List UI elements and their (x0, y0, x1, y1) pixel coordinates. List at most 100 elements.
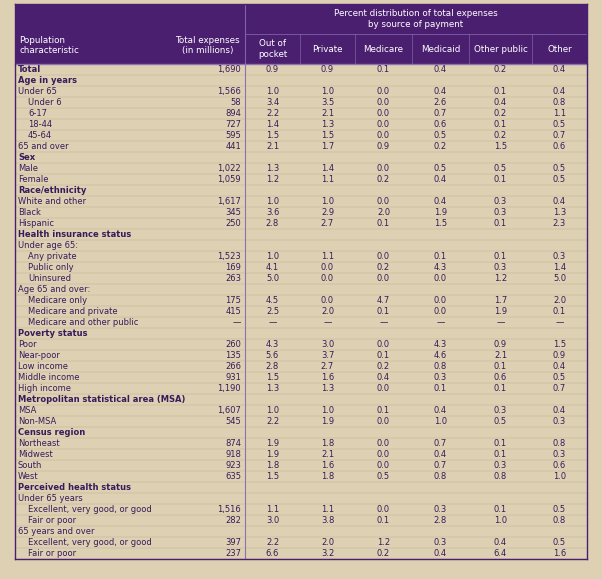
Text: 931: 931 (225, 373, 241, 382)
Text: 2.2: 2.2 (266, 417, 279, 426)
Text: Male: Male (18, 164, 38, 173)
Text: Percent distribution of total expenses
by source of payment: Percent distribution of total expenses b… (334, 9, 498, 29)
Text: 0.1: 0.1 (377, 307, 390, 316)
Text: Medicare: Medicare (364, 45, 403, 53)
Bar (15, 295, 587, 306)
Text: 0.6: 0.6 (494, 373, 507, 382)
Text: Hispanic: Hispanic (18, 219, 54, 228)
Text: 0.8: 0.8 (434, 472, 447, 481)
Text: Excellent, very good, or good: Excellent, very good, or good (28, 505, 152, 514)
Text: 0.5: 0.5 (494, 164, 507, 173)
Bar (15, 97, 587, 108)
Text: 0.2: 0.2 (494, 65, 507, 74)
Text: 0.1: 0.1 (494, 505, 507, 514)
Bar (15, 394, 587, 405)
Text: 2.0: 2.0 (321, 538, 334, 547)
Text: 1.6: 1.6 (553, 549, 566, 558)
Text: 2.7: 2.7 (321, 219, 334, 228)
Text: 0.4: 0.4 (553, 65, 566, 74)
Bar (15, 361, 587, 372)
Text: 2.1: 2.1 (321, 109, 334, 118)
Text: 0.0: 0.0 (377, 120, 390, 129)
Text: Metropolitan statistical area (MSA): Metropolitan statistical area (MSA) (18, 395, 185, 404)
Text: 6.4: 6.4 (494, 549, 507, 558)
Text: 263: 263 (225, 274, 241, 283)
Text: 4.1: 4.1 (266, 263, 279, 272)
Bar (15, 306, 587, 317)
Text: 1.1: 1.1 (266, 505, 279, 514)
Text: 1.4: 1.4 (266, 120, 279, 129)
Text: Black: Black (18, 208, 41, 217)
Text: 65 years and over: 65 years and over (18, 527, 95, 536)
Text: 1,022: 1,022 (217, 164, 241, 173)
Bar (15, 328, 587, 339)
Text: 1.1: 1.1 (321, 252, 334, 261)
Text: Medicare only: Medicare only (28, 296, 87, 305)
Text: Perceived health status: Perceived health status (18, 483, 131, 492)
Text: 0.1: 0.1 (434, 384, 447, 393)
Text: 1.8: 1.8 (266, 461, 279, 470)
Text: —: — (555, 318, 563, 327)
Text: 0.2: 0.2 (434, 142, 447, 151)
Text: 0.5: 0.5 (434, 164, 447, 173)
Text: Fair or poor: Fair or poor (28, 516, 76, 525)
Text: 0.5: 0.5 (553, 538, 566, 547)
Bar (15, 339, 587, 350)
Text: 0.1: 0.1 (377, 351, 390, 360)
Text: 0.5: 0.5 (434, 131, 447, 140)
Text: 0.0: 0.0 (377, 197, 390, 206)
Text: 0.6: 0.6 (553, 142, 566, 151)
Text: 1.2: 1.2 (494, 274, 507, 283)
Text: 0.5: 0.5 (553, 164, 566, 173)
Text: 0.2: 0.2 (377, 549, 390, 558)
Text: 2.2: 2.2 (266, 109, 279, 118)
Text: 0.8: 0.8 (434, 362, 447, 371)
Text: Female: Female (18, 175, 49, 184)
Text: Private: Private (312, 45, 343, 53)
Text: 1,059: 1,059 (217, 175, 241, 184)
Text: 0.3: 0.3 (434, 538, 447, 547)
Text: 0.0: 0.0 (434, 296, 447, 305)
Text: 0.3: 0.3 (494, 461, 507, 470)
Text: 0.0: 0.0 (377, 417, 390, 426)
Text: 0.0: 0.0 (377, 505, 390, 514)
Text: 0.7: 0.7 (434, 439, 447, 448)
Text: 1.0: 1.0 (266, 197, 279, 206)
Text: 0.8: 0.8 (553, 98, 566, 107)
Text: Midwest: Midwest (18, 450, 53, 459)
Text: 545: 545 (225, 417, 241, 426)
Text: 0.0: 0.0 (377, 274, 390, 283)
Text: 0.5: 0.5 (553, 175, 566, 184)
Text: 1.7: 1.7 (494, 296, 507, 305)
Text: 5.0: 5.0 (266, 274, 279, 283)
Text: 0.4: 0.4 (494, 98, 507, 107)
Text: 0.2: 0.2 (494, 109, 507, 118)
Text: Out of
pocket: Out of pocket (258, 39, 287, 58)
Text: 250: 250 (225, 219, 241, 228)
Text: 0.0: 0.0 (377, 131, 390, 140)
Text: 1.0: 1.0 (494, 516, 507, 525)
Text: 1.3: 1.3 (553, 208, 566, 217)
Text: —: — (268, 318, 277, 327)
Text: 0.5: 0.5 (553, 120, 566, 129)
Text: 0.4: 0.4 (434, 549, 447, 558)
Text: 2.0: 2.0 (321, 307, 334, 316)
Bar (15, 174, 587, 185)
Text: 1.1: 1.1 (321, 505, 334, 514)
Text: 0.2: 0.2 (377, 263, 390, 272)
Text: 0.7: 0.7 (553, 131, 566, 140)
Text: 0.4: 0.4 (494, 538, 507, 547)
Bar (15, 240, 587, 251)
Text: 1,690: 1,690 (217, 65, 241, 74)
Text: Medicare and other public: Medicare and other public (28, 318, 138, 327)
Text: —: — (232, 318, 241, 327)
Text: 0.9: 0.9 (266, 65, 279, 74)
Bar (15, 86, 587, 97)
Bar (15, 284, 587, 295)
Text: 1.9: 1.9 (494, 307, 507, 316)
Text: 3.5: 3.5 (321, 98, 334, 107)
Text: Low income: Low income (18, 362, 68, 371)
Text: 4.5: 4.5 (266, 296, 279, 305)
Text: Under age 65:: Under age 65: (18, 241, 78, 250)
Text: 0.3: 0.3 (494, 263, 507, 272)
